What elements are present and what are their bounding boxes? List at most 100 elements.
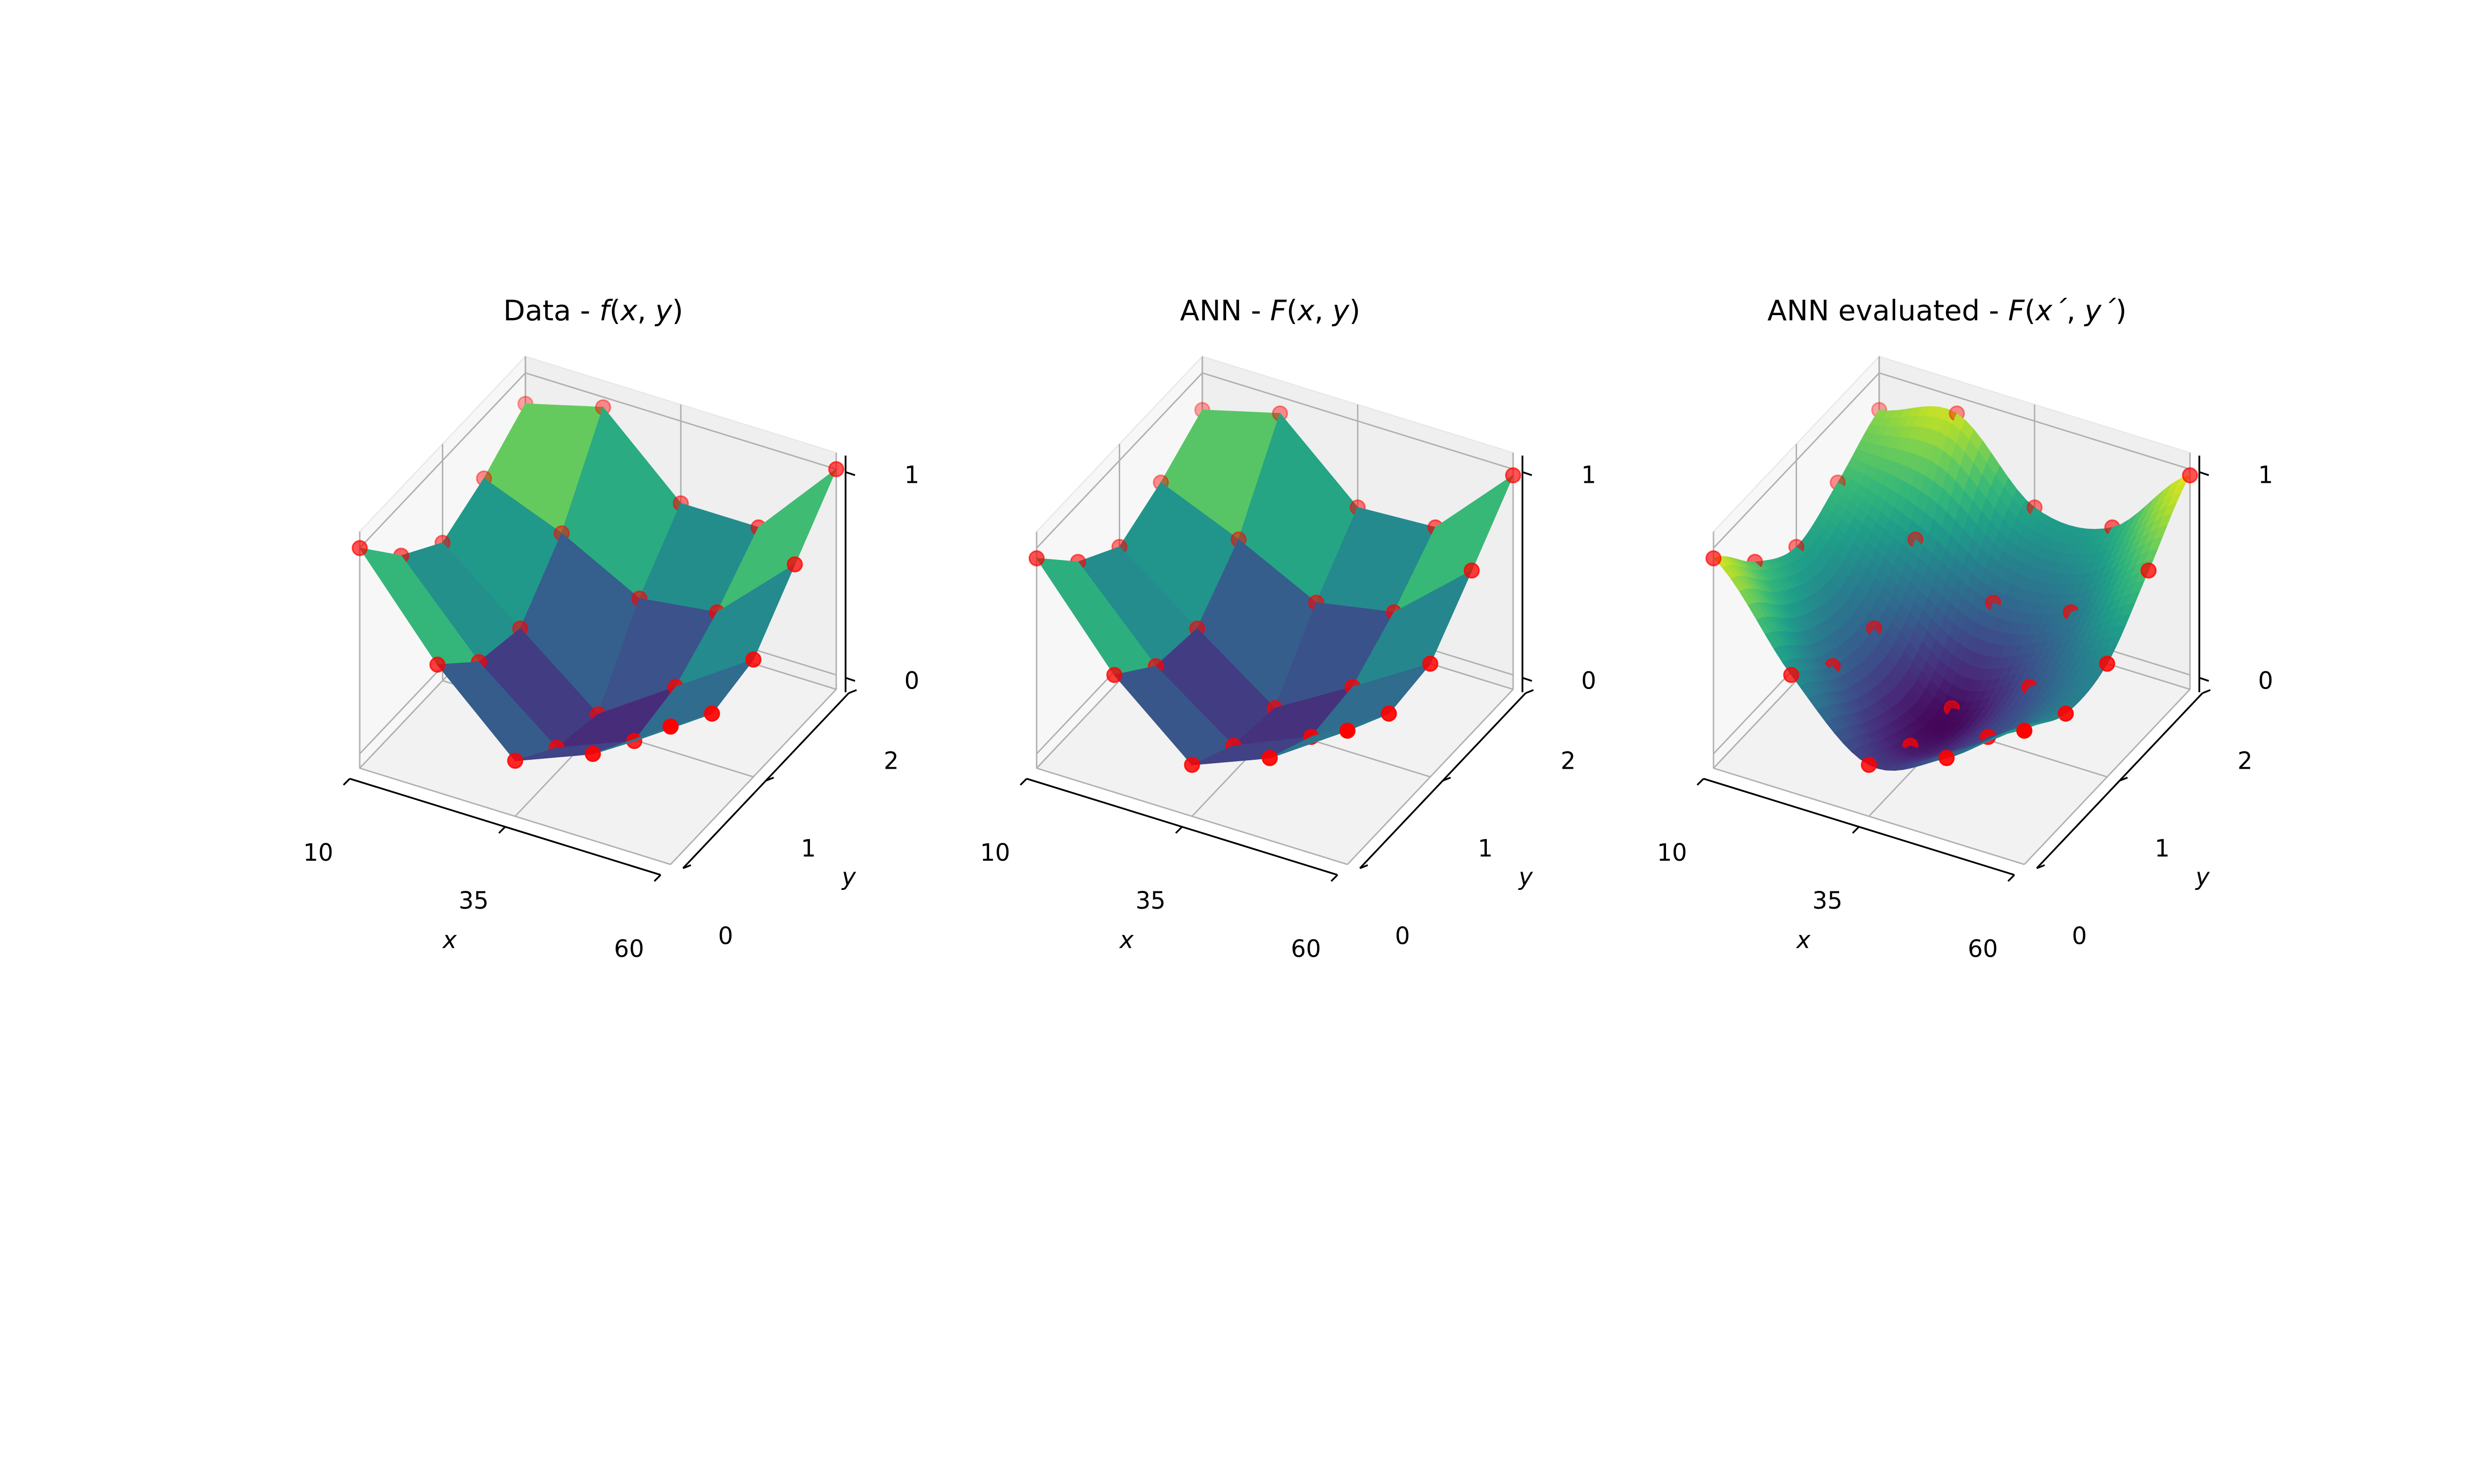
title-part: y	[1332, 294, 1350, 327]
data-point	[2099, 655, 2115, 672]
x-tick	[1331, 874, 1338, 882]
y-tick	[1442, 777, 1451, 782]
subplot-title: Data - f(x, y)	[503, 294, 683, 327]
z-tick-label: 1	[904, 462, 919, 489]
data-point	[2182, 467, 2198, 484]
x-tick-label: 60	[1291, 936, 1321, 963]
x-tick-label: 10	[303, 839, 333, 867]
gridline-z-left	[359, 372, 526, 549]
z-tick	[1522, 677, 1532, 682]
data-point	[662, 718, 679, 735]
title-part: )	[2116, 294, 2127, 327]
title-part: )	[1349, 294, 1360, 327]
x-axis-label: x	[1119, 927, 1134, 954]
y-tick-label: 2	[2237, 747, 2252, 775]
y-tick-label: 1	[2155, 835, 2170, 862]
gridline-z-back	[1202, 372, 1514, 470]
x-tick	[1019, 778, 1028, 786]
title-part: (	[610, 294, 620, 327]
y-tick-label: 1	[801, 835, 816, 862]
title-part: ,	[637, 294, 655, 327]
data-point	[1783, 667, 1800, 683]
title-part: (	[1286, 294, 1297, 327]
x-tick	[498, 826, 506, 834]
data-point	[1106, 667, 1123, 683]
data-point	[507, 752, 523, 769]
data-point	[2016, 722, 2033, 739]
x-tick-label: 10	[1657, 839, 1687, 867]
x-tick-label: 60	[1968, 936, 1998, 963]
data-point	[2057, 705, 2074, 722]
gridline-z-back	[1879, 372, 2190, 470]
z-tick	[2199, 471, 2209, 476]
y-tick	[1525, 689, 1534, 694]
y-axis-line	[682, 693, 850, 869]
y-tick-label: 0	[1395, 923, 1410, 950]
title-part: x	[619, 294, 638, 327]
y-tick	[682, 864, 691, 869]
data-point	[1028, 550, 1045, 566]
y-tick-label: 0	[718, 923, 733, 950]
data-point	[1184, 756, 1200, 773]
data-point	[787, 556, 803, 573]
title-part: y	[654, 294, 672, 327]
gridline-z-left	[1036, 372, 1203, 549]
y-tick	[2119, 777, 2128, 782]
z-tick-label: 0	[1581, 668, 1596, 695]
x-tick	[342, 778, 351, 786]
data-point	[1464, 562, 1480, 579]
x-axis-label: x	[1796, 927, 1811, 954]
title-part: F	[2008, 294, 2025, 327]
y-tick	[1359, 864, 1368, 869]
y-tick	[848, 689, 857, 694]
x-tick-label: 35	[1136, 887, 1166, 915]
z-tick	[2199, 677, 2209, 682]
gridline-y-floor	[1036, 767, 1348, 865]
x-tick-label: 35	[459, 887, 489, 915]
subplot-title: ANN - F(x, y)	[1180, 294, 1361, 327]
y-axis-label: y	[841, 864, 856, 891]
title-part: ANN evaluated -	[1767, 294, 2008, 327]
data-point	[1860, 756, 1877, 773]
data-point	[1261, 750, 1278, 766]
title-part: F	[1270, 294, 1287, 327]
x-tick	[2007, 874, 2015, 882]
subplot-title: ANN evaluated - F(x´, y´)	[1767, 294, 2127, 327]
title-part: ,	[1314, 294, 1332, 327]
y-tick-label: 0	[2072, 923, 2087, 950]
x-tick	[1852, 826, 1860, 834]
y-tick	[2202, 689, 2211, 694]
y-tick	[2036, 864, 2045, 869]
data-point	[351, 540, 368, 556]
title-part: (	[2024, 294, 2035, 327]
data-point	[429, 656, 446, 673]
z-tick-label: 0	[2258, 668, 2273, 695]
y-tick-label: 1	[1478, 835, 1493, 862]
z-tick	[845, 677, 856, 682]
data-point	[704, 705, 720, 722]
title-part: x´	[2035, 294, 2067, 327]
data-point	[828, 461, 845, 477]
data-point	[1422, 655, 1438, 672]
y-axis-label: y	[1518, 864, 1533, 891]
z-tick-label: 1	[2258, 462, 2273, 489]
subplot-ann-evaluated: 10 35 60 0 1 2 0 1 x y ANN evaluated - F(x´, y´)	[1657, 294, 2273, 963]
y-tick-label: 2	[884, 747, 899, 775]
title-part: Data -	[503, 294, 599, 327]
y-tick	[765, 777, 774, 782]
gridline-z-back	[525, 372, 837, 470]
data-point	[2141, 562, 2157, 579]
data-point	[1339, 722, 1356, 739]
y-axis-label: y	[2194, 864, 2210, 891]
gridline-z-left	[1713, 372, 1880, 549]
z-tick	[845, 471, 856, 476]
y-tick-label: 2	[1561, 747, 1575, 775]
data-point	[1705, 550, 1722, 566]
x-tick	[1175, 826, 1183, 834]
title-part: y´	[2084, 294, 2116, 327]
z-tick-label: 0	[904, 668, 919, 695]
z-tick-label: 1	[1581, 462, 1596, 489]
z-tick	[1522, 471, 1532, 476]
